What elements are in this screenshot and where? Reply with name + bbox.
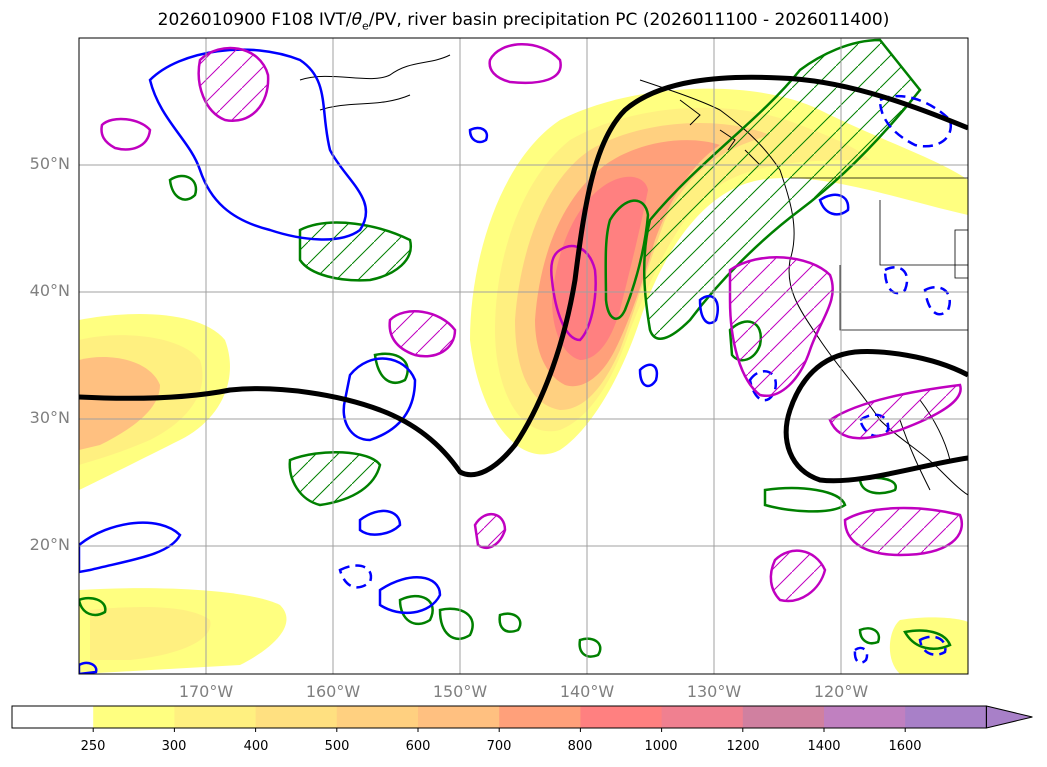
- black-contours: [79, 74, 968, 484]
- colorbar-extend-arrow: [985, 705, 1033, 729]
- colorbar-tick-600: 600: [405, 739, 431, 754]
- colorbar-segment: [661, 706, 744, 728]
- lat-label-20n: 20°N: [29, 535, 70, 554]
- lon-label-140w: 140°W: [559, 682, 615, 701]
- green-contours: [79, 38, 952, 658]
- colorbar-tick-500: 500: [324, 739, 350, 754]
- colorbar: [11, 705, 1033, 732]
- colorbar-tick-250: 250: [80, 739, 106, 754]
- colorbar-tick-700: 700: [486, 739, 512, 754]
- lon-label-150w: 150°W: [432, 682, 488, 701]
- lon-label-130w: 130°W: [686, 682, 742, 701]
- colorbar-segment: [580, 706, 663, 728]
- lon-label-170w: 170°W: [178, 682, 234, 701]
- lat-label-30n: 30°N: [29, 408, 70, 427]
- colorbar-tick-1200: 1200: [726, 739, 760, 754]
- colorbar-segment: [174, 706, 257, 728]
- colorbar-segment: [93, 706, 175, 728]
- colorbar-tick-800: 800: [567, 739, 593, 754]
- map-frame: [78, 37, 969, 675]
- map-plot-area: [79, 38, 968, 674]
- colorbar-tick-1600: 1600: [888, 739, 922, 754]
- lat-label-50n: 50°N: [29, 154, 70, 173]
- colorbar-segment: [499, 706, 581, 728]
- colorbar-tick-400: 400: [243, 739, 269, 754]
- gridlines: [79, 38, 968, 674]
- lon-label-120w: 120°W: [813, 682, 869, 701]
- ivt-shading-main: [470, 88, 968, 455]
- colorbar-segment: [824, 706, 906, 728]
- colorbar-segment: [336, 706, 419, 728]
- ivt-shading-south: [79, 588, 968, 674]
- colorbar-tick-1400: 1400: [807, 739, 841, 754]
- map-title: 2026010900 F108 IVT/θe/PV, river basin p…: [157, 10, 890, 33]
- lat-label-40n: 40°N: [29, 281, 70, 300]
- lon-label-160w: 160°W: [305, 682, 361, 701]
- colorbar-tick-1000: 1000: [644, 739, 678, 754]
- colorbar-segment: [12, 706, 94, 728]
- colorbar-segment: [905, 706, 987, 728]
- colorbar-tick-300: 300: [161, 739, 187, 754]
- colorbar-segment: [255, 706, 338, 728]
- colorbar-segment: [418, 706, 500, 728]
- colorbar-segment: [742, 706, 825, 728]
